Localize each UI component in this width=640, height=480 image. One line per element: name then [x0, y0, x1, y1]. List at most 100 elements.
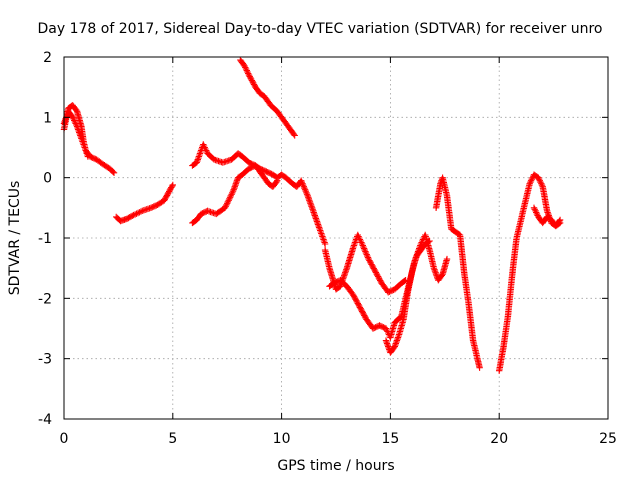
- data-point: [321, 240, 329, 248]
- data-point: [536, 177, 543, 184]
- y-tick-label: 1: [43, 110, 52, 126]
- y-axis-label: SDTVAR / TECUs: [7, 181, 23, 296]
- data-point: [356, 304, 364, 311]
- data-point: [201, 144, 208, 151]
- data-point: [353, 297, 360, 304]
- data-point: [357, 305, 364, 312]
- data-point: [390, 344, 398, 351]
- data-point: [369, 262, 376, 269]
- data-point: [291, 132, 298, 139]
- data-point: [385, 343, 392, 350]
- data-point: [527, 177, 535, 184]
- data-point: [245, 70, 252, 77]
- data-point: [204, 207, 211, 214]
- data-point: [360, 310, 367, 318]
- data-point: [225, 197, 232, 204]
- data-point: [358, 239, 365, 246]
- data-point: [298, 177, 305, 184]
- data-point: [431, 268, 439, 275]
- data-point: [71, 118, 79, 126]
- series-seg5: [189, 141, 281, 190]
- chart-title: Day 178 of 2017, Sidereal Day-to-day VTE…: [38, 21, 603, 37]
- y-tick-label: -2: [38, 291, 52, 307]
- data-point: [249, 78, 256, 85]
- data-point: [313, 216, 320, 224]
- x-tick-label: 25: [599, 431, 617, 447]
- data-point: [221, 204, 229, 211]
- data-point: [383, 326, 390, 334]
- data-point: [367, 259, 374, 267]
- x-tick-label: 20: [490, 431, 508, 447]
- data-point: [382, 337, 390, 344]
- data-point: [535, 176, 543, 183]
- x-tick-label: 10: [273, 431, 291, 447]
- y-tick-label: -4: [38, 412, 52, 428]
- data-point: [365, 255, 372, 263]
- data-point: [83, 150, 90, 157]
- data-point: [371, 266, 378, 273]
- data-point: [351, 294, 359, 302]
- data-point: [168, 183, 176, 190]
- data-point: [134, 209, 142, 217]
- data-point: [530, 204, 538, 211]
- data-point: [426, 237, 433, 245]
- series-seg10: [432, 174, 483, 371]
- data-point: [227, 192, 234, 199]
- data-point: [357, 237, 364, 245]
- x-tick-label: 0: [60, 431, 69, 447]
- y-tick-label: 0: [43, 171, 52, 187]
- data-point: [314, 221, 322, 228]
- data-point: [317, 227, 324, 234]
- data-point: [226, 195, 233, 202]
- data-point: [273, 178, 280, 186]
- data-point: [202, 145, 209, 153]
- series-seg9: [382, 237, 433, 356]
- data-point: [77, 132, 84, 139]
- data-point: [342, 269, 349, 276]
- data-point: [131, 211, 139, 218]
- data-point: [393, 337, 401, 344]
- data-point: [350, 243, 357, 251]
- data-point: [80, 142, 88, 150]
- data-point: [133, 210, 140, 217]
- data-point: [109, 168, 117, 175]
- data-point: [309, 206, 316, 213]
- data-point: [531, 206, 538, 213]
- data-point: [533, 210, 541, 218]
- data-point: [74, 126, 82, 133]
- data-point: [356, 234, 363, 242]
- series-seg6: [237, 56, 298, 139]
- x-tick-label: 5: [168, 431, 177, 447]
- data-point: [363, 251, 370, 258]
- series-seg3: [113, 181, 176, 225]
- data-point: [311, 210, 318, 218]
- data-point: [230, 186, 237, 193]
- data-point: [62, 115, 69, 122]
- data-point: [110, 169, 118, 176]
- x-tick-label: 15: [381, 431, 399, 447]
- data-point: [538, 180, 545, 187]
- data-point: [476, 364, 483, 371]
- data-point: [203, 147, 210, 154]
- data-point: [298, 179, 305, 186]
- data-point: [247, 74, 254, 81]
- data-point: [71, 117, 78, 124]
- data-point: [355, 233, 362, 240]
- data-point: [274, 177, 281, 184]
- data-point: [250, 79, 257, 87]
- data-point: [241, 62, 248, 70]
- data-point: [358, 308, 366, 315]
- data-point: [361, 313, 369, 320]
- data-point: [358, 240, 366, 248]
- data-point: [315, 224, 323, 231]
- data-point: [73, 121, 80, 129]
- data-point: [301, 186, 309, 193]
- data-point: [538, 182, 546, 189]
- data-point: [130, 211, 137, 219]
- data-point: [69, 114, 76, 121]
- data-point: [383, 340, 391, 347]
- data-point: [353, 298, 361, 306]
- data-points: [60, 56, 564, 374]
